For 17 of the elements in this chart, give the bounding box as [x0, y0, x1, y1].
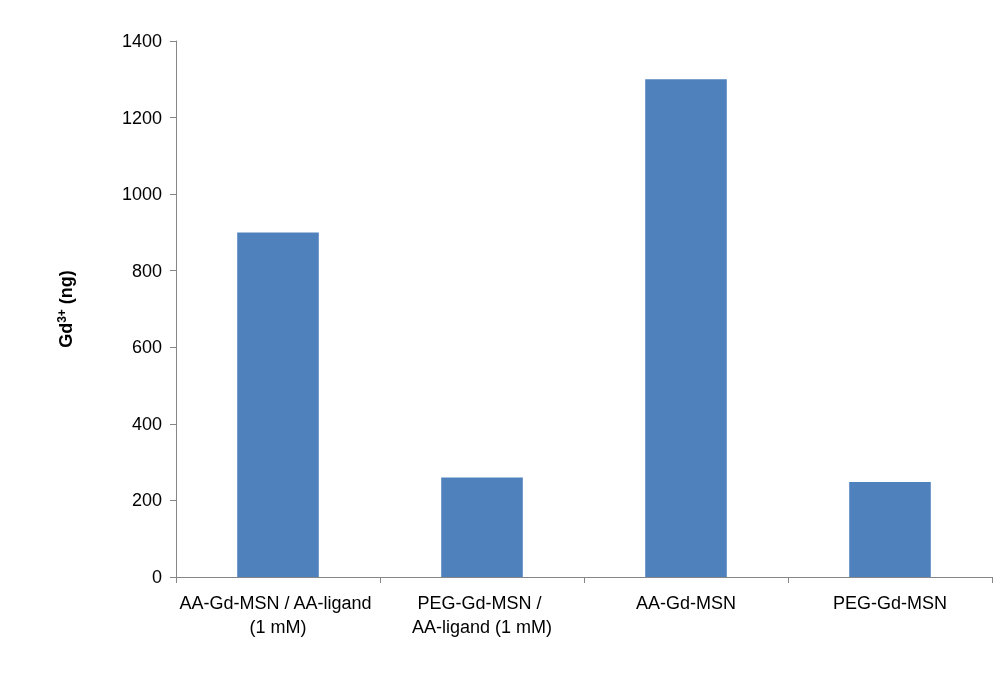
- x-tick-label: AA-Gd-MSN: [635, 593, 737, 613]
- bar: [645, 79, 727, 577]
- bar: [441, 477, 523, 577]
- x-tick-label: PEG-Gd-MSN / AA-ligand (1 mM): [411, 593, 553, 637]
- y-tick-label: 1000: [121, 184, 162, 205]
- y-tick-label: 800: [131, 260, 162, 281]
- y-tick-label: 1400: [121, 31, 162, 51]
- x-tick-label: PEG-Gd-MSN: [832, 593, 948, 613]
- y-tick-label: 400: [131, 413, 162, 434]
- y-tick-label: 0: [151, 567, 162, 587]
- bar: [237, 232, 319, 577]
- bar: [849, 482, 931, 577]
- y-tick-label: 200: [131, 490, 162, 511]
- y-tick-label: 600: [131, 337, 162, 358]
- y-axis-title: Gd3+ (ng): [55, 270, 76, 348]
- y-tick-label: 1200: [121, 107, 162, 128]
- x-tick-label: AA-Gd-MSN / AA-ligand (1 mM): [179, 593, 377, 637]
